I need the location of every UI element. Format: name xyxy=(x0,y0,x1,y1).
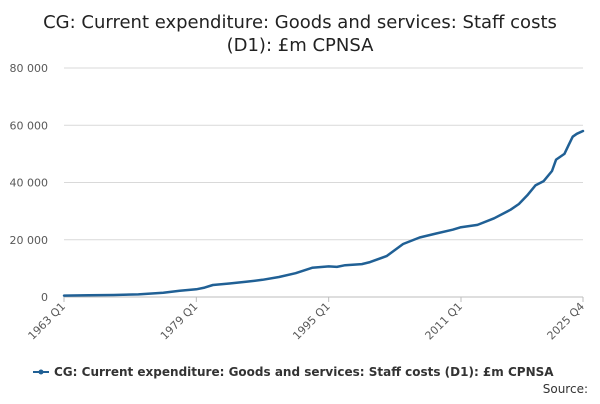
y-gridlines xyxy=(64,67,583,241)
x-tick-label: 1995 Q1 xyxy=(290,300,333,343)
series-line[interactable] xyxy=(62,129,585,297)
y-tick-label: 60 000 xyxy=(10,119,49,132)
legend[interactable]: CG: Current expenditure: Goods and servi… xyxy=(33,365,554,379)
y-tick-label: 0 xyxy=(41,291,48,304)
y-tick-label: 20 000 xyxy=(10,234,49,247)
x-tick-label: 1979 Q1 xyxy=(158,300,201,343)
chart-title: CG: Current expenditure: Goods and servi… xyxy=(43,12,557,56)
x-tick-label: 1963 Q1 xyxy=(26,300,69,343)
chart-title-line-1: CG: Current expenditure: Goods and servi… xyxy=(43,12,557,33)
legend-entry-label: CG: Current expenditure: Goods and servi… xyxy=(54,365,554,379)
y-axis-tick-labels: 0 20 000 40 000 60 000 80 000 xyxy=(10,62,49,304)
y-tick-label: 40 000 xyxy=(10,177,49,190)
chart-title-line-2: (D1): £m CPNSA xyxy=(227,35,374,56)
y-tick-label: 80 000 xyxy=(10,62,49,75)
series-lines xyxy=(62,129,585,297)
source-label: Source: xyxy=(543,382,588,396)
x-tick-label: 2025 Q4 xyxy=(545,300,588,343)
x-axis: 1963 Q1 1979 Q1 1995 Q1 2011 Q1 2025 Q4 xyxy=(26,296,588,343)
x-tick-label: 2011 Q1 xyxy=(423,300,466,343)
legend-marker-icon xyxy=(38,369,44,375)
